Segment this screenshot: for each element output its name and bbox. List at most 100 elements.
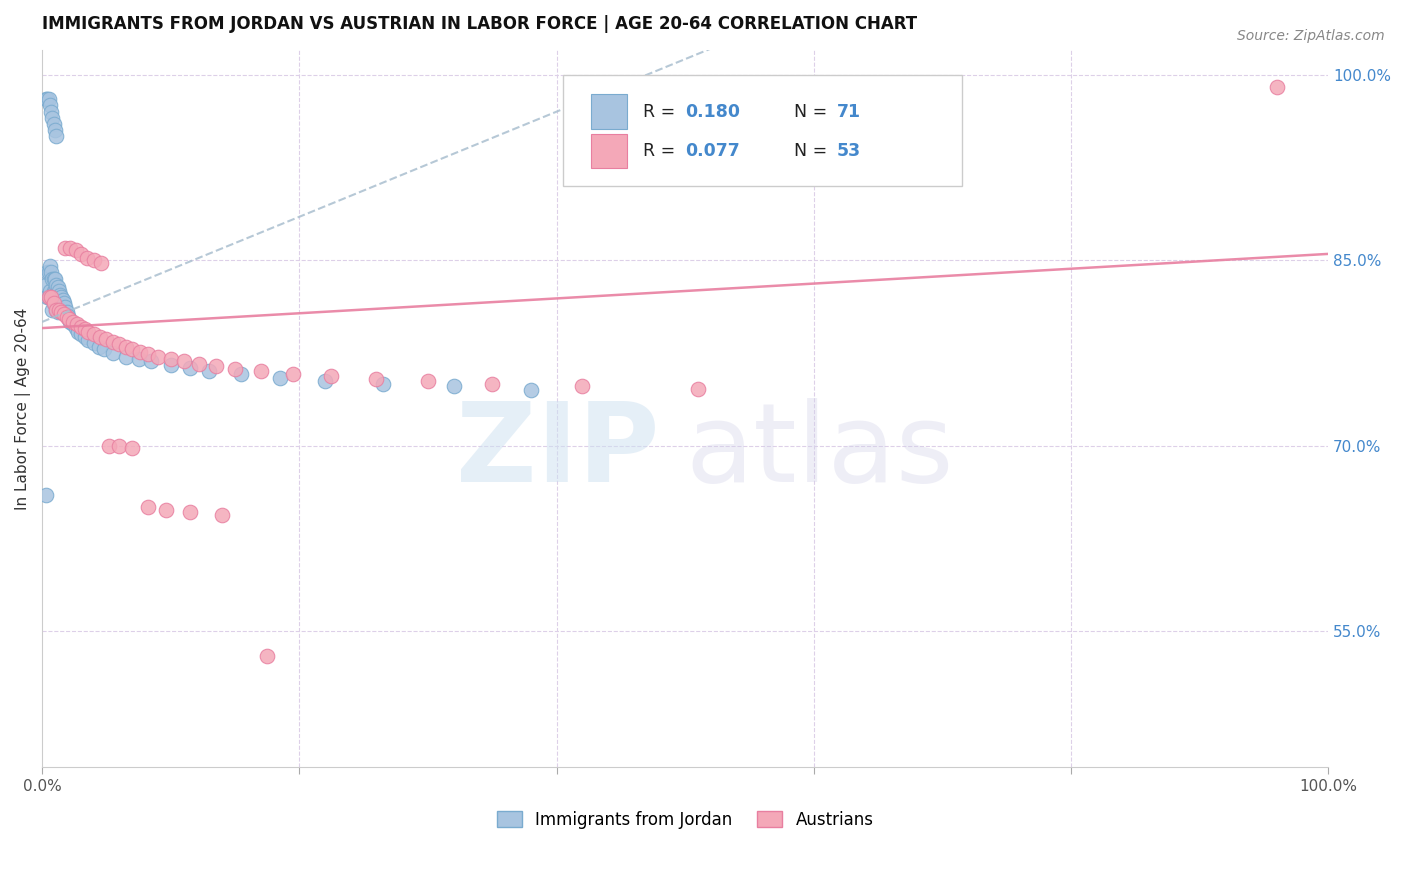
Point [41,290,63,304]
Point [77,325,100,339]
Point [90,255,112,269]
Point [136,347,159,361]
Point [281,367,304,381]
Point [571,379,593,393]
Text: Source: ZipAtlas.com: Source: ZipAtlas.com [1237,29,1385,43]
Point [39,290,62,304]
Point [231,367,253,381]
Point [58,312,80,326]
Point [69,319,91,334]
Point [49,300,72,314]
Text: atlas: atlas [685,398,953,505]
Text: N =: N = [794,142,834,160]
Point [37,265,59,279]
Point [48,302,70,317]
Text: 71: 71 [837,103,860,120]
Point [366,372,388,386]
Point [321,369,343,384]
Point [39,265,62,279]
Point [46,293,69,307]
Point [173,354,195,368]
Point [42,284,65,298]
Point [53,300,76,314]
Point [269,370,291,384]
Point [51,290,73,304]
Point [224,362,246,376]
Point [87,340,110,354]
Point [73,330,96,344]
Point [114,350,136,364]
Point [37,92,59,106]
Point [481,376,503,391]
Point [53,241,76,255]
Point [371,376,394,391]
Point [146,350,169,364]
Point [204,359,226,374]
Point [73,322,96,336]
Point [51,302,73,317]
Point [159,351,181,366]
Point [98,439,121,453]
Point [67,325,90,339]
Point [35,488,58,502]
Y-axis label: In Labor Force | Age 20-64: In Labor Force | Age 20-64 [15,308,31,509]
Point [45,129,67,144]
Point [114,340,136,354]
Point [155,503,177,517]
Point [249,364,271,378]
Point [42,296,65,310]
Point [51,305,73,319]
Point [108,337,131,351]
Point [42,296,65,310]
Point [59,315,82,329]
Point [128,351,150,366]
Bar [592,95,627,128]
Point [59,241,82,255]
Point [83,253,105,268]
Point [42,271,65,285]
Point [52,293,75,307]
Point [686,382,709,396]
Point [52,305,75,319]
Point [35,277,58,292]
Point [53,296,76,310]
Point [55,310,77,324]
Point [96,332,118,346]
Point [48,284,70,298]
Point [520,383,543,397]
Point [89,330,111,344]
Point [65,243,87,257]
Point [211,508,233,522]
Point [136,500,159,515]
Text: R =: R = [643,142,681,160]
Text: ZIP: ZIP [456,398,659,505]
Point [49,287,72,301]
Point [62,315,84,329]
Point [256,648,278,663]
Point [48,296,70,310]
Point [1265,79,1288,94]
Point [53,308,76,322]
Point [69,247,91,261]
Point [42,117,65,131]
Point [83,335,105,350]
Text: IMMIGRANTS FROM JORDAN VS AUSTRIAN IN LABOR FORCE | AGE 20-64 CORRELATION CHART: IMMIGRANTS FROM JORDAN VS AUSTRIAN IN LA… [42,15,917,33]
Text: N =: N = [794,103,834,120]
Point [62,318,84,332]
Point [77,334,100,348]
Text: 0.077: 0.077 [685,142,740,160]
FancyBboxPatch shape [562,75,962,186]
Point [416,374,439,388]
Point [38,265,60,279]
Text: 0.180: 0.180 [685,103,740,120]
Legend: Immigrants from Jordan, Austrians: Immigrants from Jordan, Austrians [491,804,880,835]
Point [108,439,131,453]
Point [314,374,336,388]
Point [141,354,163,368]
Point [38,290,60,304]
Point [41,302,63,317]
Point [159,358,181,372]
Point [38,290,60,304]
Point [46,280,69,294]
Point [128,344,150,359]
